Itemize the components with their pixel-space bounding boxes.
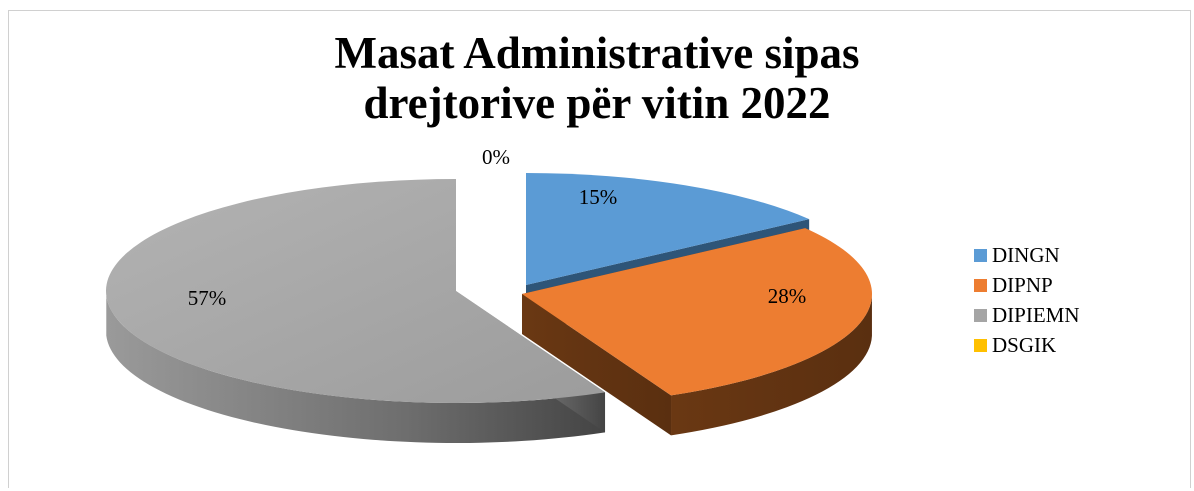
chart-title: Masat Administrative sipas drejtorive pë… [0, 28, 1194, 128]
pie-slice-dingn [526, 173, 810, 285]
pie-data-labels: 15% 28% 57% 0% [188, 145, 807, 310]
legend-label-dsgik: DSGIK [992, 332, 1057, 357]
pie-side-dipiemn [106, 295, 606, 444]
legend-swatch-dipnp [974, 278, 987, 292]
legend: DINGN DIPNP DIPIEMN DSGIK [974, 240, 1080, 360]
data-label-dingn: 15% [579, 185, 618, 209]
chart-title-line-2: drejtorive për vitin 2022 [363, 78, 831, 128]
legend-item-dipiemn: DIPIEMN [974, 300, 1080, 330]
data-label-dipnp: 28% [768, 284, 807, 308]
chart-title-line-1: Masat Administrative sipas [334, 28, 860, 78]
pie-side-dipnp [671, 295, 872, 436]
pie-slice-tops [106, 173, 873, 404]
pie-slice-dipnp [522, 228, 873, 396]
data-label-dsgik: 0% [482, 145, 510, 169]
legend-item-dipnp: DIPNP [974, 270, 1080, 300]
legend-label-dipiemn: DIPIEMN [992, 302, 1080, 327]
legend-item-dingn: DINGN [974, 240, 1080, 270]
legend-swatch-dipiemn [974, 308, 987, 322]
data-label-dipiemn: 57% [188, 286, 227, 310]
legend-swatch-dsgik [974, 338, 987, 352]
chart-frame [8, 10, 1191, 488]
pie-cut-dipnp [522, 294, 672, 436]
legend-swatch-dingn [974, 248, 987, 262]
legend-item-dsgik: DSGIK [974, 330, 1080, 360]
pie-slice-dipiemn [106, 179, 606, 404]
legend-label-dingn: DINGN [992, 242, 1060, 267]
legend-label-dipnp: DIPNP [992, 272, 1053, 297]
